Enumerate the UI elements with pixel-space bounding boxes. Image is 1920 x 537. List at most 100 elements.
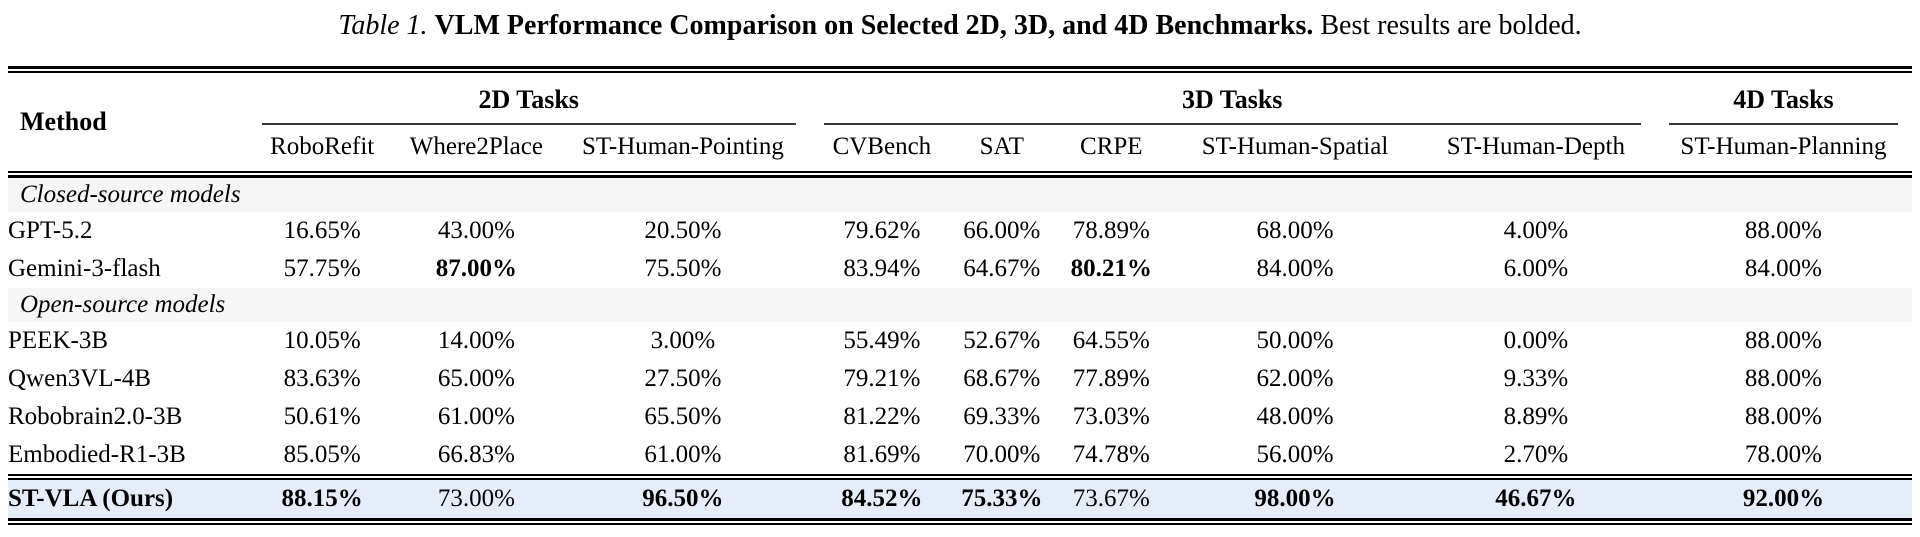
value-cell: 78.00% — [1744, 441, 1822, 468]
value-cell: 56.00% — [1256, 441, 1334, 468]
value-cell: 68.00% — [1256, 217, 1334, 244]
value-cell: 65.00% — [437, 365, 515, 392]
table-container: Method 2D Tasks 3D Tasks 4D Tasks RoboRefit W… — [8, 66, 1912, 525]
method-cell: Embodied-R1-3B — [8, 441, 186, 468]
value-cell: 9.33% — [1503, 365, 1569, 392]
group-header-label: 4D Tasks — [1733, 85, 1834, 114]
group-underline-rule — [1668, 123, 1898, 125]
value-cell: 57.75% — [283, 255, 361, 282]
pre-highlight-rule — [8, 474, 1912, 480]
col-header-st-human-planning: ST-Human-Planning — [1680, 133, 1887, 160]
value-cell: 81.22% — [843, 403, 921, 430]
value-cell: 88.15% — [247, 480, 397, 518]
benchmark-table: Method 2D Tasks 3D Tasks 4D Tasks RoboRefit W… — [8, 73, 1912, 518]
group-header-2d-tasks: 2D Tasks — [248, 73, 810, 125]
value-cell: 20.50% — [644, 217, 722, 244]
value-cell: 0.00% — [1503, 327, 1569, 354]
table-caption: Table 1. VLM Performance Comparison on S… — [0, 0, 1920, 44]
value-cell: 84.00% — [1744, 255, 1822, 282]
value-cell: 14.00% — [437, 327, 515, 354]
value-cell: 88.00% — [1744, 327, 1822, 354]
value-cell: 10.05% — [283, 327, 361, 354]
method-cell: ST-VLA (Ours) — [8, 480, 248, 518]
table-body: Closed-source models GPT-5.2 16.65% 43.00% 2… — [8, 178, 1912, 518]
value-cell: 27.50% — [644, 365, 722, 392]
value-cell: 50.61% — [283, 403, 361, 430]
pre-highlight-rule-row — [8, 474, 1912, 480]
value-cell: 92.00% — [1654, 480, 1912, 518]
group-header-label: 2D Tasks — [478, 85, 579, 114]
value-cell: 87.00% — [435, 255, 517, 282]
col-header-crpe: CRPE — [1080, 133, 1143, 160]
table-row-gpt-5-2: GPT-5.2 16.65% 43.00% 20.50% 79.62% 66.00% 78.… — [8, 212, 1912, 250]
value-cell: 75.33% — [954, 480, 1050, 518]
value-cell: 84.00% — [1256, 255, 1334, 282]
value-cell: 79.21% — [843, 365, 921, 392]
value-cell: 73.00% — [396, 480, 557, 518]
value-cell: 85.05% — [283, 441, 361, 468]
value-cell: 83.94% — [843, 255, 921, 282]
group-header-3d-tasks: 3D Tasks — [810, 73, 1655, 125]
value-cell: 43.00% — [437, 217, 515, 244]
group-header-4d-tasks: 4D Tasks — [1655, 73, 1912, 125]
col-header-method: Method — [20, 107, 107, 136]
table-row-embodied-r1-3b: Embodied-R1-3B 85.05% 66.83% 61.00% 81.69% 70… — [8, 436, 1912, 474]
value-cell: 55.49% — [843, 327, 921, 354]
group-header-label: 3D Tasks — [1181, 85, 1283, 114]
value-cell: 80.21% — [1070, 255, 1152, 282]
value-cell: 66.83% — [437, 441, 515, 468]
group-underline-rule — [823, 123, 1641, 125]
value-cell: 46.67% — [1416, 480, 1655, 518]
group-underline-rule — [261, 123, 796, 125]
value-cell: 61.00% — [644, 441, 722, 468]
value-cell: 70.00% — [963, 441, 1041, 468]
value-cell: 83.63% — [283, 365, 361, 392]
value-cell: 6.00% — [1503, 255, 1569, 282]
method-cell: Gemini-3-flash — [8, 255, 161, 282]
value-cell: 8.89% — [1503, 403, 1569, 430]
value-cell: 81.69% — [843, 441, 921, 468]
col-header-st-human-depth: ST-Human-Depth — [1446, 133, 1625, 160]
value-cell: 16.65% — [283, 217, 361, 244]
value-cell: 84.52% — [809, 480, 955, 518]
value-cell: 77.89% — [1072, 365, 1150, 392]
caption-title: VLM Performance Comparison on Selected 2… — [434, 10, 1314, 41]
header-columns-row: RoboRefit Where2Place ST-Human-Pointing CVB… — [8, 125, 1912, 171]
value-cell: 79.62% — [843, 217, 921, 244]
value-cell: 3.00% — [650, 327, 716, 354]
value-cell: 74.78% — [1072, 441, 1150, 468]
table-row-qwen3vl-4b: Qwen3VL-4B 83.63% 65.00% 27.50% 79.21% 68.67%… — [8, 360, 1912, 398]
value-cell: 98.00% — [1173, 480, 1417, 518]
section-row-closed-source-models: Closed-source models — [8, 178, 1912, 212]
value-cell: 73.67% — [1049, 480, 1174, 518]
method-cell: GPT-5.2 — [8, 217, 93, 244]
table-row-robobrain2-0-3b: Robobrain2.0-3B 50.61% 61.00% 65.50% 81.22% 6… — [8, 398, 1912, 436]
value-cell: 69.33% — [963, 403, 1041, 430]
section-row-open-source-models: Open-source models — [8, 288, 1912, 322]
header-group-row: Method 2D Tasks 3D Tasks 4D Tasks — [8, 73, 1912, 136]
method-cell: Qwen3VL-4B — [8, 365, 152, 392]
header-bottom-rule-row — [8, 171, 1912, 178]
section-title: Open-source models — [8, 288, 1912, 322]
table-header: Method 2D Tasks 3D Tasks 4D Tasks RoboRefit W… — [8, 73, 1912, 178]
col-header-roborefit: RoboRefit — [270, 133, 375, 160]
value-cell: 52.67% — [963, 327, 1041, 354]
value-cell: 50.00% — [1256, 327, 1334, 354]
value-cell: 62.00% — [1256, 365, 1334, 392]
col-header-st-human-pointing: ST-Human-Pointing — [581, 133, 784, 160]
value-cell: 68.67% — [963, 365, 1041, 392]
value-cell: 48.00% — [1256, 403, 1334, 430]
caption-note: Best results are bolded. — [1320, 10, 1582, 41]
value-cell: 78.89% — [1072, 217, 1150, 244]
table-bottom-rule — [8, 518, 1912, 525]
section-title: Closed-source models — [8, 178, 1912, 212]
value-cell: 96.50% — [556, 480, 810, 518]
col-header-cvbench: CVBench — [832, 133, 932, 160]
method-cell: Robobrain2.0-3B — [8, 403, 183, 430]
highlight-row-st-vla-ours: ST-VLA (Ours) 88.15% 73.00% 96.50% 84.52% 75.… — [8, 480, 1912, 518]
value-cell: 73.03% — [1072, 403, 1150, 430]
value-cell: 88.00% — [1744, 403, 1822, 430]
value-cell: 2.70% — [1503, 441, 1569, 468]
table-row-gemini-3-flash: Gemini-3-flash 57.75% 87.00% 75.50% 83.94% 64… — [8, 250, 1912, 288]
caption-label: Table 1. — [338, 10, 428, 41]
